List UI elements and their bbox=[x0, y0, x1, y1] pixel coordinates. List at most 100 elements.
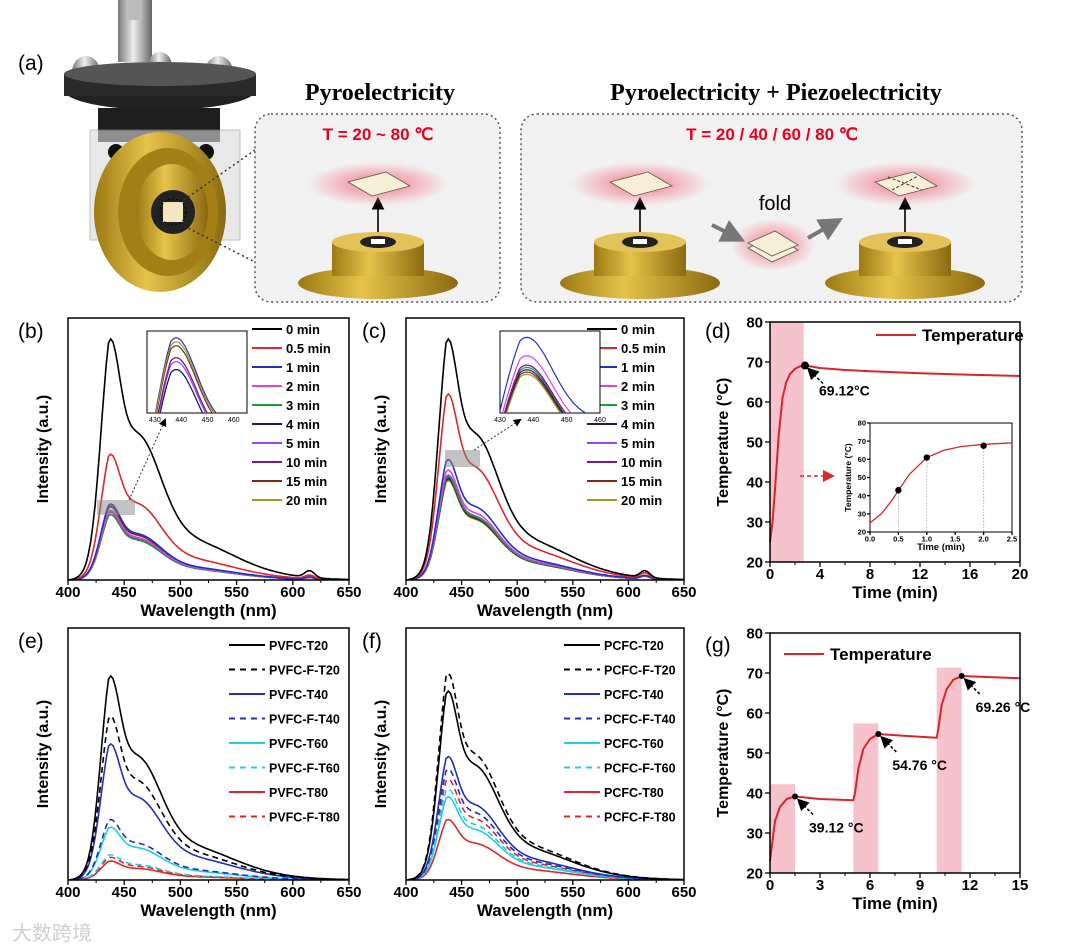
inset-x-tick-label: 450 bbox=[561, 417, 573, 424]
legend-label: 2 min bbox=[286, 379, 320, 394]
series-line-PCFC-T60 bbox=[406, 795, 684, 880]
axes-frame bbox=[67, 627, 350, 881]
chart-c: 400 450 500 550 600 650 Wavelength (nm) Intensi… bbox=[373, 317, 697, 620]
inset-data-point bbox=[895, 487, 902, 494]
x-axis-label: Time (min) bbox=[917, 542, 965, 553]
legend-label: PVFC-T20 bbox=[269, 639, 328, 653]
y-tick-label: 30 bbox=[858, 509, 866, 518]
y-tick-label: 20 bbox=[858, 528, 866, 537]
x-tick-label: 4 bbox=[816, 566, 825, 583]
series-line-0-min bbox=[68, 337, 349, 580]
series-line-PCFC-T20 bbox=[406, 689, 684, 880]
panel-labels: (a) (b) (c) (d) (e) (f) (g) bbox=[18, 52, 731, 657]
x-tick-label: 9 bbox=[916, 877, 924, 894]
temp-range-label: T = 20 ~ 80 ℃ bbox=[323, 125, 434, 144]
inset-series-line bbox=[501, 355, 572, 413]
y-tick-label: 40 bbox=[746, 785, 763, 802]
inset-series-line bbox=[500, 336, 588, 413]
pyro-title: Pyroelectricity bbox=[305, 80, 455, 106]
inset-series-line bbox=[506, 373, 562, 413]
panel-label-b: (b) bbox=[18, 320, 44, 343]
x-tick-label: 650 bbox=[336, 584, 361, 601]
legend-item: 1 min bbox=[252, 360, 320, 375]
peak-marker bbox=[801, 361, 809, 370]
inset-x-tick-label: 430 bbox=[149, 417, 161, 424]
legend-label: PCFC-T20 bbox=[604, 639, 664, 653]
sample-holder-illustration bbox=[64, 0, 256, 292]
inset-x-tick-label: 460 bbox=[594, 417, 606, 424]
annotation-label: 69.12°C bbox=[819, 383, 870, 399]
x-tick-label: 550 bbox=[560, 584, 585, 601]
legend-label: PCFC-F-T20 bbox=[604, 664, 676, 678]
legend-label: PVFC-F-T60 bbox=[269, 762, 340, 776]
inset-series-line bbox=[504, 369, 564, 413]
x-tick-label: 450 bbox=[449, 584, 474, 601]
inset-x-tick-label: 440 bbox=[175, 417, 187, 424]
x-tick-label: 600 bbox=[280, 584, 305, 601]
inset-plot: 430 440 450 460 bbox=[494, 330, 606, 424]
plot-area bbox=[68, 674, 349, 880]
x-tick-label: 450 bbox=[112, 884, 137, 901]
x-tick-label: 500 bbox=[505, 584, 530, 601]
legend-item: 4 min bbox=[252, 417, 320, 432]
chart-d: 0 4 8 12 16 20 20 30 40 50 60 70 80 Time (min) Tempera… bbox=[715, 314, 1028, 602]
x-axis-label: Wavelength (nm) bbox=[477, 601, 613, 620]
x-tick-label: 400 bbox=[55, 584, 80, 601]
fold-label: fold bbox=[759, 193, 791, 215]
y-axis-label: Intensity (a.u.) bbox=[35, 700, 52, 808]
plot-area bbox=[406, 337, 684, 580]
legend-item: PCFC-T20 bbox=[564, 639, 664, 653]
legend-label: 1 min bbox=[621, 360, 655, 375]
legend-item: 0.5 min bbox=[252, 341, 331, 356]
legend-item: 5 min bbox=[252, 436, 320, 451]
arrow-to-fold bbox=[711, 220, 746, 242]
stage-pyro bbox=[298, 162, 458, 299]
legend-label: 5 min bbox=[621, 436, 655, 451]
legend-label: PVFC-F-T20 bbox=[269, 664, 340, 678]
series-line-PVFC-F-T60 bbox=[68, 853, 349, 880]
legend-item: PCFC-F-T20 bbox=[564, 664, 676, 678]
legend-item: 0 min bbox=[587, 322, 655, 337]
legend-item: PCFC-T40 bbox=[564, 688, 664, 702]
x-tick-label: 400 bbox=[55, 884, 80, 901]
x-tick-label: 600 bbox=[616, 584, 641, 601]
watermark: 大数跨境 bbox=[12, 922, 92, 945]
legend-item: PVFC-T80 bbox=[229, 786, 328, 800]
legend-label: PCFC-T80 bbox=[604, 786, 664, 800]
legend-label: 0 min bbox=[621, 322, 655, 337]
x-tick-label: 650 bbox=[671, 884, 696, 901]
legend-label: PVFC-F-T40 bbox=[269, 713, 340, 727]
inset-series-line bbox=[159, 368, 204, 413]
legend-item: 20 min bbox=[587, 493, 662, 508]
annotation-arrow bbox=[963, 677, 981, 695]
peak-marker bbox=[792, 793, 798, 800]
legend: Temperature bbox=[876, 326, 1024, 345]
inset-area bbox=[500, 336, 588, 413]
legend: 0 min 0.5 min 1 min 2 min 3 min 4 min 5 min 10 … bbox=[587, 322, 666, 508]
series-line-0-5-min bbox=[68, 453, 349, 580]
legend-item: PVFC-F-T40 bbox=[229, 713, 340, 727]
inset-series-line bbox=[157, 356, 208, 413]
legend-item: 0 min bbox=[252, 322, 320, 337]
axes-frame bbox=[405, 627, 685, 881]
chart-g: 0 3 6 9 12 15 20 30 40 50 60 70 80 Time (min) Temperat… bbox=[715, 625, 1030, 913]
y-tick-label: 80 bbox=[746, 625, 763, 642]
inset-series-line bbox=[505, 371, 563, 413]
x-tick-label: 550 bbox=[224, 884, 249, 901]
x-tick-label: 1.5 bbox=[950, 535, 960, 544]
x-tick-label: 600 bbox=[616, 884, 641, 901]
legend-item: PVFC-T60 bbox=[229, 737, 328, 751]
axes-frame bbox=[769, 632, 1021, 874]
x-tick-label: 550 bbox=[560, 884, 585, 901]
legend-label: 0 min bbox=[286, 322, 320, 337]
x-tick-label: 400 bbox=[393, 884, 418, 901]
series-line-0-5-min bbox=[406, 392, 684, 580]
y-tick-label: 40 bbox=[858, 491, 866, 500]
legend-label: Temperature bbox=[830, 645, 932, 664]
stage-after-fold bbox=[825, 162, 985, 299]
x-tick-label: 1.0 bbox=[922, 535, 932, 544]
x-tick-label: 450 bbox=[449, 884, 474, 901]
legend: Temperature bbox=[784, 645, 932, 664]
legend-label: PCFC-F-T80 bbox=[604, 811, 676, 825]
x-axis-label: Time (min) bbox=[852, 894, 938, 913]
